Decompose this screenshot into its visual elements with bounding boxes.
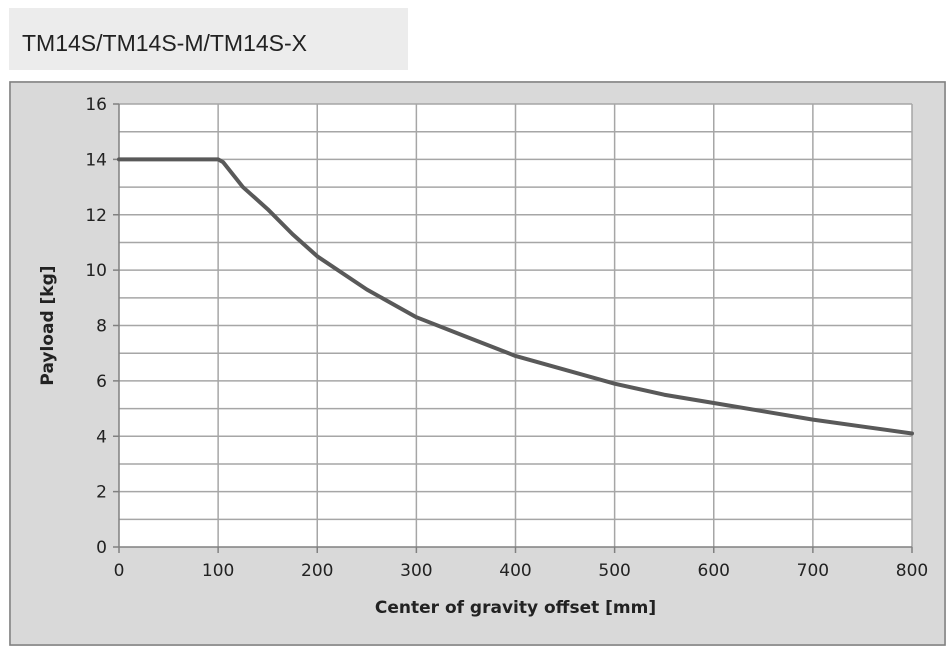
gridlines <box>119 103 913 547</box>
x-tick-label: 700 <box>797 561 829 581</box>
x-tick-label: 100 <box>202 561 234 581</box>
y-tick-label: 10 <box>85 261 107 281</box>
chart-area: 0 2 4 6 8 10 12 14 16 0 100 200 300 400 500 600 700 800 C… <box>9 81 946 646</box>
x-tick-label: 0 <box>114 561 125 581</box>
y-tick-label: 6 <box>96 372 107 392</box>
y-axis-label: Payload [kg] <box>38 265 58 385</box>
y-tick-label: 4 <box>96 427 107 447</box>
chart-title-box: TM14S/TM14S-M/TM14S-X <box>9 8 408 70</box>
y-tick-label: 14 <box>85 150 107 170</box>
x-tick-label: 500 <box>598 561 630 581</box>
axes <box>113 103 913 553</box>
chart-title: TM14S/TM14S-M/TM14S-X <box>22 30 307 56</box>
x-tick-label: 400 <box>499 561 531 581</box>
tick-labels: 0 2 4 6 8 10 12 14 16 0 100 200 300 400 500 600 700 800 <box>85 95 928 581</box>
x-tick-label: 600 <box>698 561 730 581</box>
payload-curve <box>117 157 914 436</box>
x-tick-label: 800 <box>896 561 928 581</box>
y-tick-label: 16 <box>85 95 107 115</box>
chart-border <box>9 81 946 646</box>
y-tick-label: 2 <box>96 483 107 503</box>
x-axis-label: Center of gravity offset [mm] <box>375 598 656 618</box>
series <box>117 157 914 436</box>
x-tick-label: 200 <box>301 561 333 581</box>
payload-chart: 0 2 4 6 8 10 12 14 16 0 100 200 300 400 500 600 700 800 C… <box>9 81 946 646</box>
y-tick-label: 0 <box>96 538 107 558</box>
x-tick-label: 300 <box>400 561 432 581</box>
y-tick-label: 12 <box>85 206 107 226</box>
y-tick-label: 8 <box>96 317 107 337</box>
